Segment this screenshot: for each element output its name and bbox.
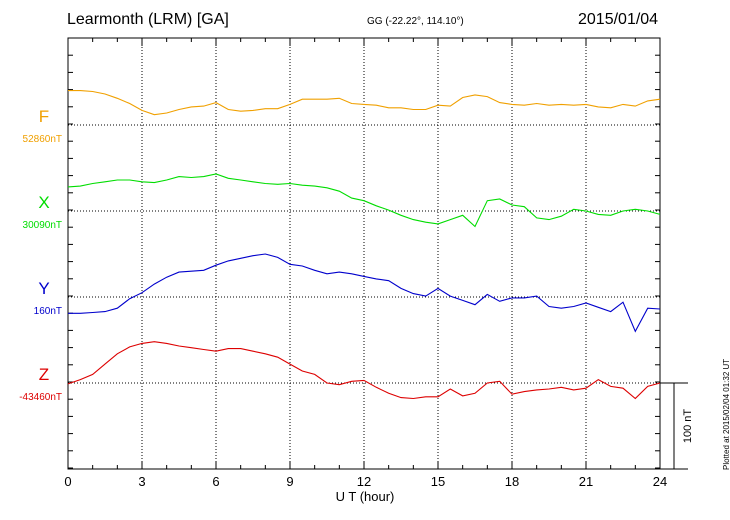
x-tick-label: 12 [357,474,371,489]
x-tick-label: 15 [431,474,445,489]
series-line-x [67,173,661,228]
x-tick-label: 9 [286,474,293,489]
x-tick-label: 3 [138,474,145,489]
date-label: 2015/01/04 [578,11,659,28]
series-baseline-label-z: -43460nT [19,392,62,403]
x-tick-label: 24 [653,474,667,489]
series-name-z: Z [39,365,49,384]
coordinates-label: GG (-22.22°, 114.10°) [367,16,464,27]
x-tick-label: 6 [212,474,219,489]
x-tick-label: 0 [64,474,71,489]
series-line-z [67,341,661,400]
series-line-y [68,253,661,333]
series-name-x: X [38,193,49,212]
series-line-f [68,90,661,116]
plotted-timestamp: Plotted at 2015/02/04 01:32 UT [722,358,730,470]
x-tick-label: 18 [505,474,519,489]
x-tick-label: 21 [579,474,593,489]
x-axis-label: U T (hour) [335,489,395,504]
series-name-y: Y [38,279,49,298]
series-baseline-label-x: 30090nT [23,220,62,231]
series-name-f: F [39,107,49,126]
station-title: Learmonth (LRM) [GA] [67,11,229,28]
series-baseline-label-y: 160nT [34,306,62,317]
series-baseline-label-f: 52860nT [23,134,62,145]
scale-bar-label: 100 nT [682,409,694,444]
